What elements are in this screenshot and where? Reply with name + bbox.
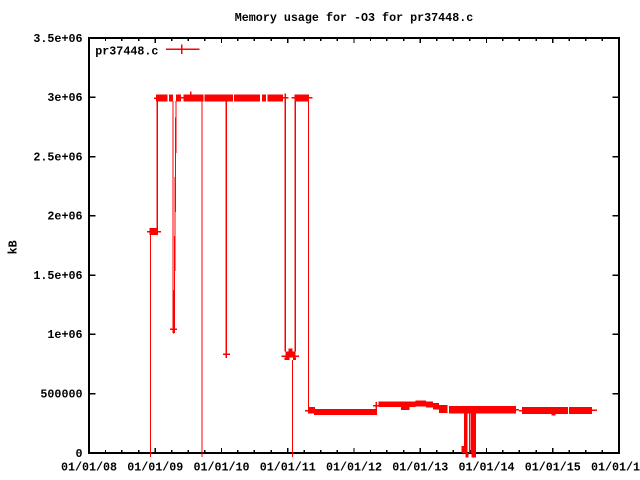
svg-text:01/01/13: 01/01/13 [392, 461, 448, 475]
svg-text:01/01/15: 01/01/15 [525, 461, 581, 475]
svg-text:pr37448.c: pr37448.c [95, 45, 158, 59]
svg-text:3e+06: 3e+06 [47, 91, 82, 105]
svg-text:01/01/08: 01/01/08 [61, 461, 117, 475]
svg-text:2e+06: 2e+06 [47, 210, 82, 224]
svg-text:500000: 500000 [40, 388, 82, 402]
svg-text:2.5e+06: 2.5e+06 [33, 150, 82, 164]
svg-text:01/01/16: 01/01/16 [591, 461, 640, 475]
svg-text:Memory usage for -O3 for pr374: Memory usage for -O3 for pr37448.c [235, 11, 473, 25]
svg-text:kB: kB [7, 240, 21, 254]
svg-text:3.5e+06: 3.5e+06 [33, 32, 82, 46]
svg-text:01/01/14: 01/01/14 [458, 461, 514, 475]
svg-text:01/01/12: 01/01/12 [326, 461, 382, 475]
svg-text:0: 0 [75, 447, 82, 461]
svg-text:01/01/09: 01/01/09 [127, 461, 183, 475]
svg-text:1.5e+06: 1.5e+06 [33, 269, 82, 283]
svg-text:01/01/11: 01/01/11 [260, 461, 316, 475]
svg-text:1e+06: 1e+06 [47, 328, 82, 342]
svg-text:01/01/10: 01/01/10 [193, 461, 249, 475]
